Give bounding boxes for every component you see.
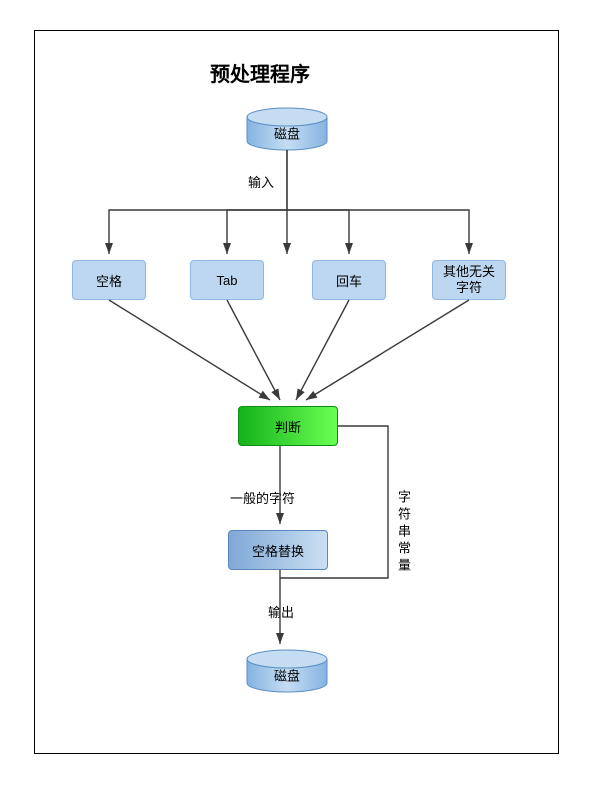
node-enter-label: 回车 xyxy=(336,271,362,290)
node-other-label: 其他无关字符 xyxy=(437,264,501,295)
disk-top-cylinder: 磁盘 xyxy=(246,107,328,160)
disk-bottom-cylinder: 磁盘 xyxy=(246,649,328,702)
node-replace: 空格替换 xyxy=(228,530,328,570)
diagram-title: 预处理程序 xyxy=(210,58,310,87)
node-tab: Tab xyxy=(190,260,264,300)
node-replace-label: 空格替换 xyxy=(252,541,304,560)
edge-label-normal: 一般的字符 xyxy=(230,488,295,507)
node-judge: 判断 xyxy=(238,406,338,446)
node-tab-label: Tab xyxy=(217,273,238,288)
node-space: 空格 xyxy=(72,260,146,300)
node-space-label: 空格 xyxy=(96,271,122,290)
edge-label-const: 字符串常量 xyxy=(394,490,413,575)
disk-bottom-label: 磁盘 xyxy=(274,669,300,684)
node-enter: 回车 xyxy=(312,260,386,300)
edge-label-output: 输出 xyxy=(268,602,294,621)
node-other: 其他无关字符 xyxy=(432,260,506,300)
disk-top-label: 磁盘 xyxy=(274,127,300,142)
edge-label-input: 输入 xyxy=(248,172,274,191)
node-judge-label: 判断 xyxy=(275,417,301,436)
